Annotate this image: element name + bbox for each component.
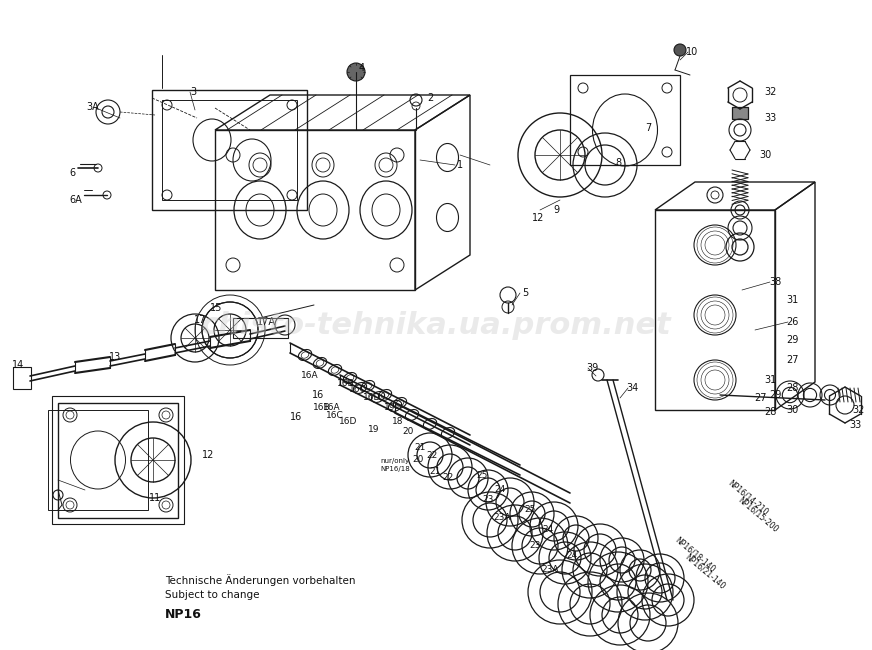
Text: 15: 15	[210, 303, 222, 313]
Text: 21: 21	[429, 467, 440, 476]
Text: 20: 20	[402, 428, 413, 437]
Text: 34: 34	[626, 383, 638, 393]
Text: NP16/21-140: NP16/21-140	[683, 552, 726, 592]
Text: 5: 5	[521, 288, 528, 298]
Bar	[732, 107, 748, 119]
Text: 12: 12	[201, 450, 215, 460]
Text: 27: 27	[753, 393, 766, 403]
Text: 13: 13	[109, 352, 121, 362]
Text: 29: 29	[769, 390, 781, 400]
Text: 4: 4	[359, 63, 365, 73]
Text: 17A: 17A	[256, 317, 276, 327]
Text: 30: 30	[759, 150, 771, 160]
Text: 22: 22	[426, 450, 438, 460]
Text: 21: 21	[414, 443, 426, 452]
Text: 7: 7	[645, 123, 651, 133]
Text: 27: 27	[786, 355, 798, 365]
Text: 12: 12	[532, 213, 544, 223]
Text: 1: 1	[457, 160, 463, 170]
Text: 2: 2	[427, 93, 433, 103]
Text: chisto-tehnika.ua.prom.net: chisto-tehnika.ua.prom.net	[201, 311, 671, 339]
Text: 10: 10	[686, 47, 698, 57]
Text: 23A: 23A	[542, 566, 559, 575]
Text: 30: 30	[786, 405, 798, 415]
Text: 8: 8	[615, 158, 621, 168]
Text: 18: 18	[392, 417, 404, 426]
Bar	[58, 402, 178, 517]
Text: 16B: 16B	[337, 378, 355, 387]
Text: 23: 23	[482, 495, 494, 504]
Text: 24: 24	[542, 525, 554, 534]
Text: Technische Änderungen vorbehalten: Technische Änderungen vorbehalten	[165, 574, 356, 586]
Text: 19: 19	[385, 404, 396, 413]
Text: 14: 14	[12, 360, 24, 370]
Text: 33: 33	[764, 113, 776, 123]
Text: Subject to change: Subject to change	[165, 590, 260, 600]
Bar	[570, 75, 680, 165]
Text: 39: 39	[586, 363, 598, 373]
Circle shape	[674, 44, 686, 56]
Text: 22: 22	[442, 473, 453, 482]
Text: 16A: 16A	[301, 370, 319, 380]
Bar	[48, 410, 148, 510]
Text: 16C: 16C	[349, 385, 367, 395]
Text: 23: 23	[529, 541, 541, 549]
Text: 24: 24	[494, 486, 506, 495]
Text: 16B: 16B	[313, 404, 330, 413]
Text: 16: 16	[290, 412, 302, 422]
Text: 29: 29	[786, 335, 798, 345]
Text: 23A: 23A	[494, 514, 511, 523]
Text: 16D: 16D	[339, 417, 358, 426]
Text: 9: 9	[553, 205, 559, 215]
Text: 32: 32	[764, 87, 776, 97]
Text: 3: 3	[190, 87, 196, 97]
Bar	[13, 367, 31, 389]
Text: 11: 11	[149, 493, 161, 503]
Text: 16D: 16D	[363, 393, 381, 402]
Text: 38: 38	[769, 277, 781, 287]
Circle shape	[347, 63, 365, 81]
Text: 33: 33	[848, 420, 862, 430]
Text: nur/only
NP16/18: nur/only NP16/18	[380, 458, 410, 471]
Text: 20: 20	[412, 456, 424, 465]
Text: 28: 28	[764, 407, 776, 417]
Text: 19: 19	[368, 426, 379, 434]
Text: 28: 28	[786, 383, 798, 393]
Text: 6: 6	[69, 168, 75, 178]
Text: 25: 25	[524, 506, 535, 515]
Text: 32: 32	[852, 405, 864, 415]
Text: 6A: 6A	[70, 195, 82, 205]
Text: 31: 31	[764, 375, 776, 385]
Text: 16C: 16C	[326, 411, 344, 419]
Text: NP16/18-140: NP16/18-140	[673, 536, 717, 575]
Text: 16: 16	[312, 390, 324, 400]
Text: 26: 26	[786, 317, 798, 327]
Text: 3A: 3A	[86, 102, 99, 112]
Text: NP16/14-210: NP16/14-210	[726, 478, 770, 517]
Text: 25: 25	[476, 471, 487, 480]
Bar	[52, 396, 184, 524]
Text: NP16/15-200: NP16/15-200	[736, 496, 780, 534]
Text: 16A: 16A	[324, 404, 341, 413]
Text: 31: 31	[786, 295, 798, 305]
Bar	[233, 318, 288, 338]
Text: 24: 24	[567, 551, 577, 560]
Text: 17: 17	[194, 315, 206, 325]
Text: NP16: NP16	[165, 608, 202, 621]
